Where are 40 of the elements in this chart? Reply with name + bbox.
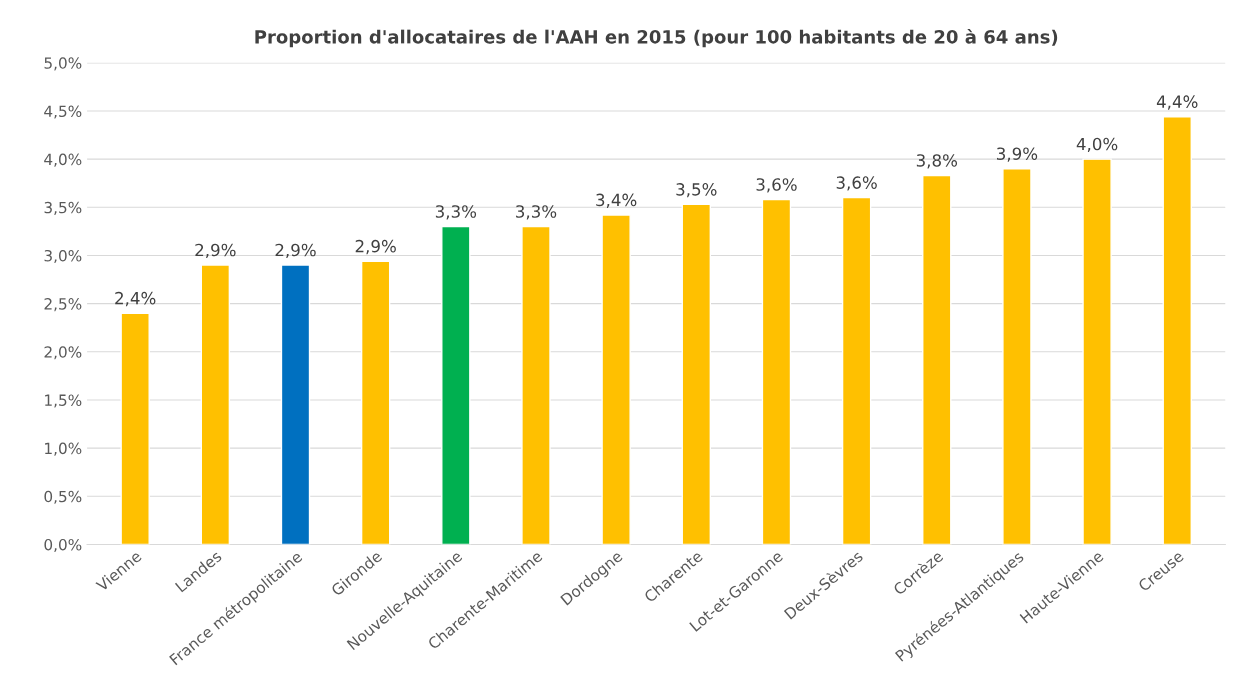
bar [841,196,872,545]
y-tick-label: 0,5% [44,490,82,504]
bar [521,225,551,545]
data-label: 3,9% [997,147,1038,162]
data-label: 3,3% [516,205,557,220]
data-label: 4,0% [1076,137,1118,153]
data-label: 2,9% [355,239,396,255]
data-label: 3,6% [756,178,797,193]
bar [601,214,631,545]
data-label: 3,6% [836,176,877,191]
bar [681,203,712,545]
data-label: 2,4% [115,291,156,307]
bar [120,312,150,545]
data-label: 4,4% [1156,95,1198,110]
y-tick-label: 1,0% [45,442,82,456]
y-tick-label: 3,0% [44,249,82,264]
y-tick-label: 0,0% [44,538,82,553]
y-tick-label: 2,5% [44,298,82,312]
data-label: 2,9% [195,243,236,259]
bar [441,225,471,545]
bar [1162,116,1192,545]
data-label: 3,3% [435,205,477,220]
y-tick-label: 3,5% [44,201,82,215]
y-tick-label: 5,0% [44,57,82,71]
data-label: 2,9% [275,243,316,259]
data-label: 3,5% [676,183,717,198]
chart-title: Proportion d'allocataires de l'AAH en 2015 (pour 100 habitants de 20 à 64 ans) [255,28,1058,48]
bar [200,264,231,545]
bar [1082,158,1112,545]
bar [1002,168,1032,545]
bar [280,264,311,545]
y-tick-label: 2,0% [44,346,82,360]
bar [360,260,391,545]
bar [922,174,952,545]
bar [761,198,792,545]
y-tick-label: 4,0% [44,153,82,167]
data-label: 3,4% [596,193,637,208]
y-tick-label: 1,5% [45,394,82,408]
data-label: 3,8% [916,154,958,169]
y-tick-label: 4,5% [44,105,82,119]
